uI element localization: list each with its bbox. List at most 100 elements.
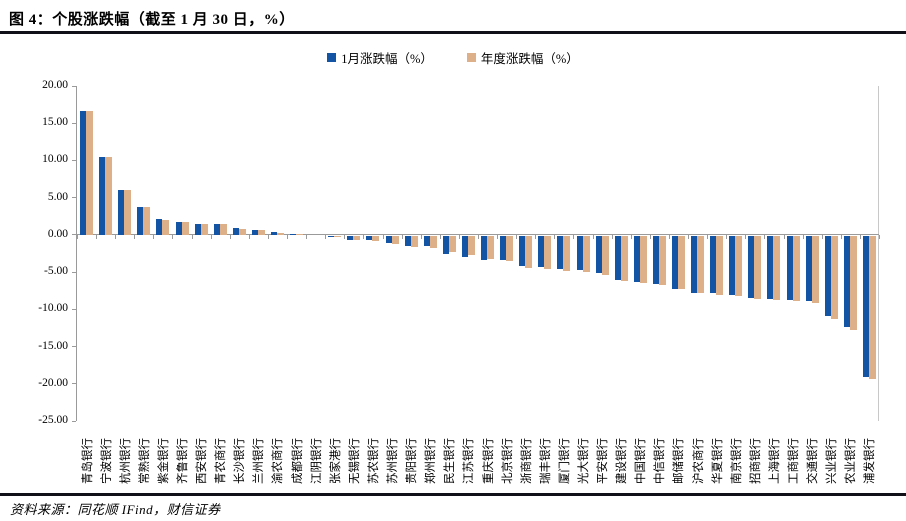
bar-group	[230, 86, 249, 421]
bar-annual	[754, 235, 762, 300]
bar-group	[764, 86, 783, 421]
bar-group	[402, 86, 421, 421]
bar-annual	[391, 235, 399, 245]
x-axis-label: 杭州银行	[115, 425, 134, 497]
x-axis-tick	[821, 234, 823, 239]
legend-swatch-monthly	[327, 53, 337, 62]
bar-annual	[525, 235, 533, 268]
x-axis-tick	[401, 234, 403, 239]
x-axis-label-text: 沪农商行	[692, 438, 705, 484]
x-axis-tick	[325, 234, 327, 239]
y-axis-label: 15.00	[42, 116, 68, 129]
x-axis-tick	[859, 234, 861, 239]
bar-group	[306, 86, 325, 421]
bar-annual	[582, 235, 590, 273]
bar-group	[249, 86, 268, 421]
bar-group	[650, 86, 669, 421]
x-axis-label-text: 民生银行	[444, 438, 457, 484]
x-axis-label: 工商银行	[784, 425, 803, 497]
x-axis-label: 浙商银行	[516, 425, 535, 497]
y-axis-tick	[72, 197, 76, 199]
x-axis-tick	[764, 234, 766, 239]
bar-monthly	[557, 235, 564, 269]
bar-group	[344, 86, 363, 421]
footer-divider	[0, 493, 906, 496]
bar-group	[153, 86, 172, 421]
x-axis-label-text: 贵阳银行	[406, 438, 419, 484]
x-axis-tick	[726, 234, 728, 239]
x-axis-tick	[573, 234, 575, 239]
x-axis-label-text: 江阴银行	[310, 438, 323, 484]
bar-annual	[296, 234, 304, 235]
bar-annual	[238, 228, 246, 235]
y-axis-tick	[72, 159, 76, 161]
x-axis-label-text: 苏农银行	[367, 438, 380, 484]
x-axis-tick	[172, 234, 174, 239]
bar-annual	[276, 233, 284, 235]
x-axis-label: 兰州银行	[249, 425, 268, 497]
bar-group	[707, 86, 726, 421]
bar-annual	[124, 190, 132, 235]
x-axis-label: 渝农商行	[268, 425, 287, 497]
bar-group	[363, 86, 382, 421]
x-axis-label-text: 建设银行	[616, 438, 629, 484]
x-axis-label: 江苏银行	[459, 425, 478, 497]
x-axis-label-text: 苏州银行	[387, 438, 400, 484]
x-axis-label: 厦门银行	[554, 425, 573, 497]
bar-monthly	[232, 228, 239, 235]
y-axis-tick	[72, 122, 76, 124]
x-axis-label: 民生银行	[440, 425, 459, 497]
bar-monthly	[824, 235, 831, 317]
bar-group	[726, 86, 745, 421]
bar-annual	[658, 235, 666, 285]
x-axis-label-text: 瑞丰银行	[539, 438, 552, 484]
x-axis-tick	[688, 234, 690, 239]
bar-monthly	[385, 235, 392, 244]
x-axis-label: 苏农银行	[363, 425, 382, 497]
bar-group	[669, 86, 688, 421]
x-axis-tick	[134, 234, 136, 239]
bar-annual	[620, 235, 628, 282]
x-axis-label: 浦发银行	[860, 425, 879, 497]
bar-annual	[429, 235, 437, 248]
x-axis-tick	[554, 234, 556, 239]
x-axis-label: 中国银行	[631, 425, 650, 497]
x-axis-label-text: 农业银行	[845, 438, 858, 484]
bar-monthly	[748, 235, 755, 299]
x-axis-label: 紫金银行	[153, 425, 172, 497]
bar-annual	[200, 224, 208, 235]
bar-group	[860, 86, 879, 421]
x-axis-tick	[707, 234, 709, 239]
x-axis-label-text: 邮储银行	[673, 438, 686, 484]
x-axis-tick	[363, 234, 365, 239]
x-axis-label-text: 工商银行	[788, 438, 801, 484]
bar-monthly	[843, 235, 850, 327]
bar-annual	[716, 235, 724, 295]
bar-annual	[677, 235, 685, 290]
bar-monthly	[442, 235, 449, 255]
x-axis-label-text: 杭州银行	[119, 438, 132, 484]
bar-monthly	[328, 235, 335, 237]
bar-monthly	[404, 235, 411, 246]
bar-annual	[830, 235, 838, 319]
x-axis-label-text: 宁波银行	[100, 438, 113, 484]
bar-annual	[792, 235, 800, 302]
x-axis-label-text: 浦发银行	[864, 438, 877, 484]
x-axis-tick	[420, 234, 422, 239]
bar-monthly	[347, 235, 354, 240]
bar-annual	[487, 235, 495, 259]
x-axis-label-text: 长沙银行	[234, 438, 247, 484]
bar-monthly	[595, 235, 602, 274]
bar-monthly	[423, 235, 430, 247]
x-axis-tick	[879, 234, 880, 239]
x-axis-label: 常熟银行	[134, 425, 153, 497]
x-axis-tick	[153, 234, 155, 239]
bar-annual	[849, 235, 857, 330]
x-axis-label: 贵阳银行	[402, 425, 421, 497]
bar-monthly	[194, 223, 201, 235]
x-axis-label-text: 青岛银行	[81, 438, 94, 484]
bar-group	[134, 86, 153, 421]
x-axis-tick	[802, 234, 804, 239]
x-axis-label-text: 中国银行	[635, 438, 648, 484]
x-axis-label-text: 青农商行	[215, 438, 228, 484]
